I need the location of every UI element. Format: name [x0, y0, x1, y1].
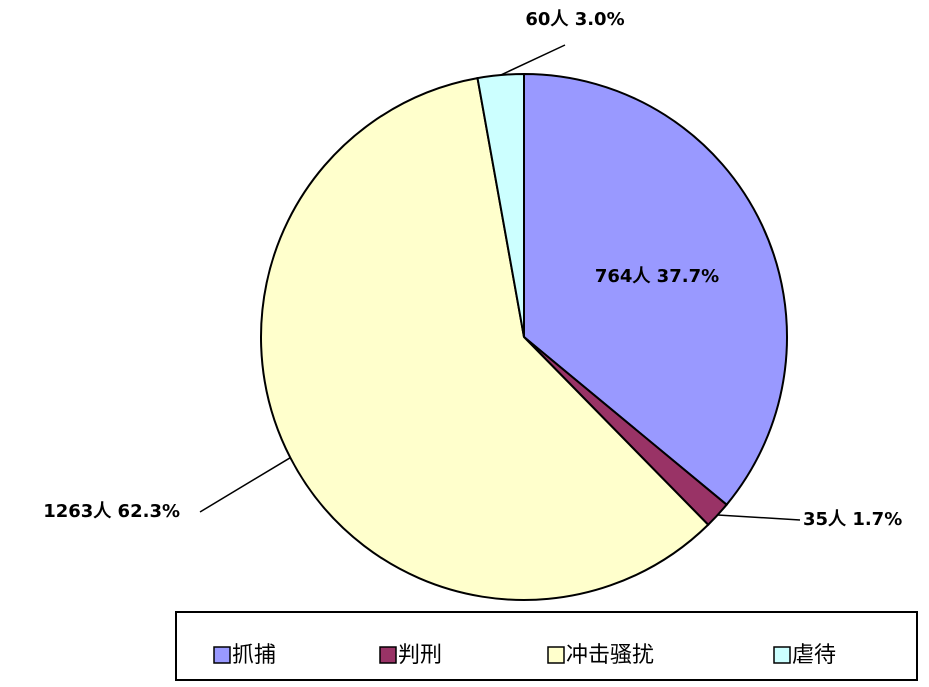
- legend-label: 虐待: [792, 643, 836, 668]
- legend-box: [175, 611, 918, 681]
- data-label: 35人 1.7%: [803, 509, 902, 530]
- legend-label: 判刑: [398, 643, 442, 668]
- pie-slice: [476, 72, 525, 338]
- legend-label: 冲击骚扰: [566, 643, 654, 668]
- leader-line: [199, 457, 291, 513]
- pie-slice: [260, 76, 710, 601]
- legend-swatch: [379, 646, 397, 664]
- legend-swatch: [547, 646, 565, 664]
- legend-label: 抓捕: [232, 643, 276, 668]
- leader-line: [500, 44, 566, 76]
- data-label: 764人 37.7%: [595, 266, 719, 287]
- data-label: 60人 3.0%: [525, 9, 624, 30]
- leader-line: [717, 514, 801, 521]
- pie-slice: [523, 72, 788, 507]
- legend-swatch: [773, 646, 791, 664]
- data-label: 1263人 62.3%: [43, 501, 180, 522]
- legend-swatch: [213, 646, 231, 664]
